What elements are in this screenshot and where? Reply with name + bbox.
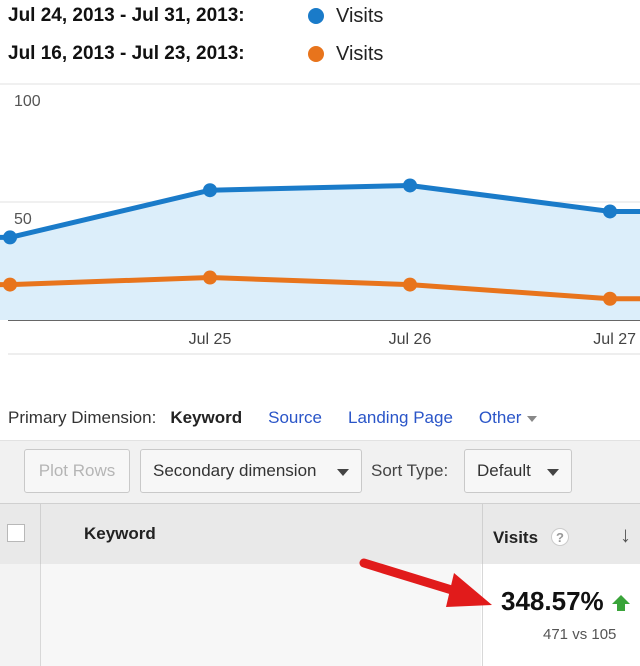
chevron-down-icon [547,469,559,476]
series-area [0,185,640,320]
select-all-cell [0,504,41,564]
data-point [3,230,17,245]
sort-type-dropdown[interactable]: Default [464,449,572,493]
secondary-dimension-label: Secondary dimension [153,461,317,480]
dimension-other[interactable]: Other [479,408,538,428]
visits-chart-svg[interactable]: 100 50 Jul 25 Jul 26 Jul 27 [0,82,640,357]
x-tick-label: Jul 27 [593,331,636,348]
dimension-landing-page[interactable]: Landing Page [347,408,453,427]
chevron-down-icon [337,469,349,476]
visits-change-percent: 348.57% [501,586,604,616]
legend-previous: Jul 16, 2013 - Jul 23, 2013: Visits [8,40,628,68]
data-point [403,277,417,292]
visits-chart[interactable]: 100 50 Jul 25 Jul 26 Jul 27 [0,82,640,357]
y-tick-label: 100 [14,93,41,110]
row-visits-cell: 348.57% 471 vs 105 [482,564,640,666]
plot-rows-button[interactable]: Plot Rows [24,449,130,493]
legend-current-swatch [308,8,324,24]
primary-dimension-label: Primary Dimension: [8,408,157,427]
help-icon[interactable]: ? [551,528,569,546]
visits-comparison: 471 vs 105 [543,626,617,643]
dimension-keyword[interactable]: Keyword [170,408,243,427]
table-toolbar: Plot Rows Secondary dimension Sort Type:… [0,440,640,503]
sort-down-arrow-icon[interactable]: ↓ [620,522,631,547]
data-point [203,270,217,285]
keyword-column-header[interactable]: Keyword [84,524,156,543]
table-header: Keyword Visits ? ↓ [0,503,640,565]
data-point [3,277,17,292]
legend-current-range: Jul 24, 2013 - Jul 31, 2013: [8,5,245,26]
legend-previous-swatch [308,46,324,62]
legend-current-series: Visits [336,4,384,27]
data-point [603,291,617,306]
primary-dimension-bar: Primary Dimension: Keyword Source Landin… [0,404,640,432]
data-point [603,204,617,219]
y-tick-label: 50 [14,211,32,228]
x-tick-label: Jul 26 [389,331,432,348]
red-arrow-annotation [359,558,492,607]
secondary-dimension-dropdown[interactable]: Secondary dimension [140,449,362,493]
sort-type-label: Sort Type: [371,461,449,480]
x-tick-label: Jul 25 [189,331,232,348]
data-point [403,178,417,193]
sort-type-value: Default [477,461,531,480]
chevron-down-icon [527,415,538,422]
up-arrow-icon [612,595,630,611]
dimension-other-label: Other [478,408,522,427]
legend-current: Jul 24, 2013 - Jul 31, 2013: Visits [8,2,628,30]
data-point [203,183,217,198]
row-check-cell [0,564,41,666]
table-row: 348.57% 471 vs 105 [0,564,640,666]
visits-column-header[interactable]: Visits ? ↓ [482,504,640,564]
legend-previous-range: Jul 16, 2013 - Jul 23, 2013: [8,43,245,64]
legend-previous-series: Visits [336,42,384,65]
visits-column-label: Visits [493,528,539,547]
select-all-checkbox[interactable] [7,524,25,542]
dimension-source[interactable]: Source [268,408,322,427]
